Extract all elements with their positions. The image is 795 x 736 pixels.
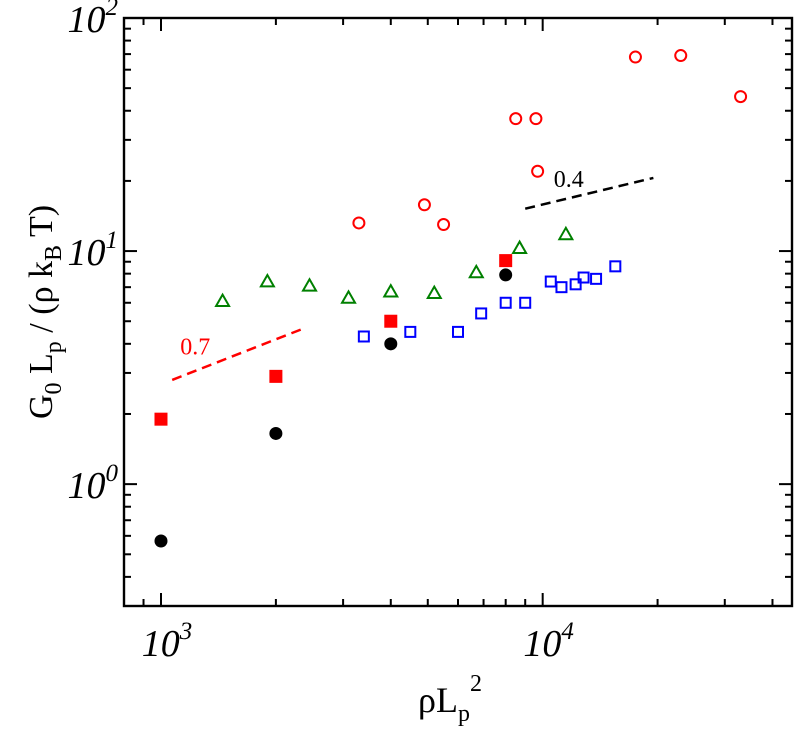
open-squares-point — [452, 325, 464, 338]
open-triangles-point — [511, 239, 528, 254]
slope-annotations: 0.7 0.4 — [171, 167, 654, 382]
open-circles-point — [531, 164, 545, 178]
open-triangles-point — [557, 225, 575, 241]
open-circles-point — [352, 216, 366, 230]
open-circles-point — [529, 112, 543, 126]
series-open-triangles — [214, 225, 575, 307]
open-triangles-point — [382, 283, 400, 298]
x-tick-label: 103 — [142, 618, 193, 665]
open-squares-point — [475, 307, 488, 320]
data-marks — [154, 49, 748, 548]
open-triangles-point — [259, 273, 276, 288]
filled-circles-point — [499, 268, 513, 282]
filled-squares-point — [154, 412, 168, 426]
y-tick-label: 100 — [68, 460, 119, 507]
slope-07-label: 0.7 — [180, 334, 210, 360]
axis-ticks — [123, 17, 792, 607]
series-filled-circles — [154, 268, 513, 548]
x-tick-label: 104 — [523, 618, 574, 665]
y-tick-label: 102 — [68, 0, 119, 41]
open-triangles-point — [426, 284, 443, 300]
open-squares-point — [544, 275, 557, 288]
series-open-squares — [357, 260, 622, 343]
open-circles-point — [417, 198, 431, 212]
open-circles-point — [628, 50, 642, 64]
slope-04-line — [524, 176, 654, 210]
x-axis-title: ρLp2 — [418, 671, 482, 727]
open-squares-point — [519, 296, 532, 309]
open-triangles-point — [301, 277, 318, 292]
filled-circles-point — [269, 426, 283, 440]
open-circles-point — [734, 90, 748, 104]
filled-squares-point — [269, 369, 283, 383]
open-triangles-point — [468, 263, 485, 279]
open-triangles-point — [214, 292, 231, 307]
y-axis-title: G0 Lp / (ρ kB T) — [23, 205, 67, 419]
open-squares-point — [569, 278, 582, 291]
slope-04-label: 0.4 — [554, 167, 584, 193]
filled-squares-point — [384, 314, 398, 328]
open-circles-point — [509, 112, 523, 126]
open-circles-point — [674, 49, 688, 63]
open-squares-point — [357, 330, 370, 343]
open-circles-point — [437, 218, 451, 232]
slope-07-line — [171, 326, 307, 382]
open-squares-point — [404, 325, 417, 338]
open-triangles-point — [340, 289, 357, 304]
plot-frame — [122, 16, 794, 608]
series-open-circles — [352, 49, 748, 232]
open-squares-point — [577, 271, 590, 284]
open-squares-point — [555, 281, 568, 294]
series-filled-squares — [154, 254, 513, 426]
tick-labels: 103 104 100 101 102 — [68, 0, 574, 665]
open-squares-point — [499, 296, 512, 309]
filled-circles-point — [384, 337, 398, 351]
filled-circles-point — [154, 534, 168, 548]
open-squares-point — [590, 272, 603, 285]
filled-squares-point — [499, 254, 513, 268]
open-squares-point — [609, 260, 622, 273]
y-tick-label: 101 — [68, 227, 119, 274]
